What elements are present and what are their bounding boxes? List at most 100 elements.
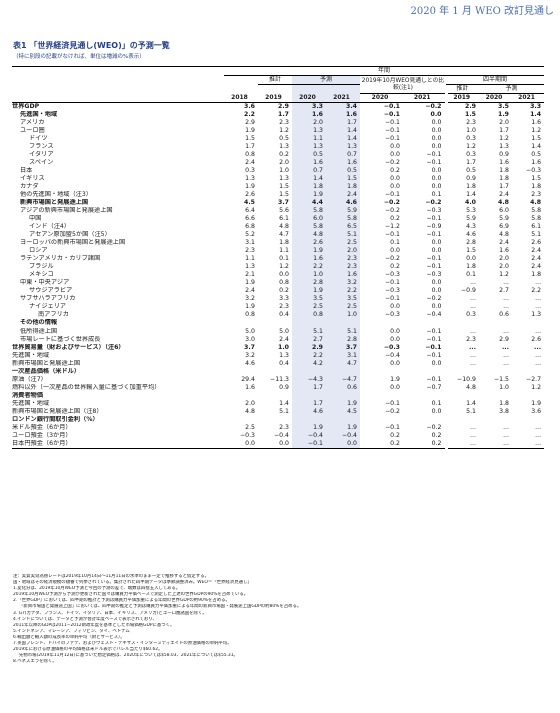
row-value: 0.2	[403, 439, 446, 449]
row-value	[292, 391, 326, 400]
table-subtitle: （特に別段の記載がなければ、単位は増減の%表示）	[13, 54, 145, 60]
row-label: 他の先進国・地域（注3）	[20, 191, 92, 199]
row-value: 1.6	[326, 271, 360, 280]
row-value: 1.4	[292, 175, 326, 184]
row-value: 6.8	[245, 223, 255, 231]
table-row: 先進国・地域 2.0 1.4 1.7 1.9 −0.1 0.1 1.4 1.8 1.9	[12, 399, 544, 408]
row-value: 0.5	[444, 167, 479, 176]
row-value: 3.2	[326, 279, 360, 288]
row-value: 0.6	[499, 311, 509, 319]
note-line: 2019年における原油価格の平均価格は米ドル表示でバレル当たり$60.62。	[13, 647, 163, 653]
row-value: 1.7	[245, 143, 255, 151]
row-value: 1.1	[279, 247, 289, 255]
row-value: 2.4	[531, 255, 542, 263]
row-value: ...	[503, 431, 509, 439]
row-label: 世界GDP	[12, 103, 40, 111]
row-value: 1.8	[292, 183, 326, 192]
table-row: 米ドル預金（6か月） 2.5 2.3 1.9 1.9 −0.1 −0.2.........	[12, 423, 544, 432]
row-label: イギリス	[20, 175, 45, 183]
row-value: 0.0	[431, 175, 442, 183]
row-value	[444, 319, 479, 328]
row-value: 1.5	[326, 175, 360, 184]
table-row: フランス 1.7 1.3 1.3 1.3 0.0 0.0 1.2 1.3 1.4	[12, 143, 544, 152]
row-value: 4.5	[244, 199, 255, 207]
row-value: 1.5	[531, 175, 542, 183]
row-value	[224, 368, 258, 376]
header-diff-oct2019: 2019年10月WEO見通しとの比較(注1)	[360, 75, 446, 95]
row-value: 1.7	[444, 159, 479, 168]
row-value	[403, 416, 446, 424]
row-value: 4.6	[245, 359, 255, 367]
table-row: 低所得途上国 5.0 5.0 5.1 5.1 0.0 −0.1.........	[12, 327, 544, 336]
row-value: 0.0	[390, 183, 400, 191]
row-value: 1.9	[245, 127, 255, 135]
row-label: 新興市場国と発展途上国	[20, 199, 89, 207]
note-line: 国・地域はその経済規模の順番で列挙されている。集計された四半期データは季節調整済…	[13, 580, 252, 586]
row-value: 1.9	[292, 287, 326, 296]
table-row: ユーロ圏 1.9 1.2 1.3 1.4 −0.1 0.0 1.0 1.7 1.2	[12, 127, 544, 136]
row-value: −1.5	[493, 375, 509, 383]
row-value: ...	[503, 303, 509, 311]
row-value: ...	[444, 423, 479, 432]
note-line: 注：実質実効為替レートは2019年10月14日〜11月11日の水準のまま一定で推…	[13, 574, 209, 579]
row-value: 1.9	[292, 191, 326, 200]
row-value: 4.8	[499, 231, 509, 239]
row-value	[360, 319, 403, 327]
row-value: 1.3	[292, 127, 326, 136]
row-value: 2.4	[531, 263, 542, 271]
row-value: 3.5	[292, 295, 326, 304]
row-value: −0.3	[384, 311, 400, 319]
row-value: 2.3	[444, 119, 479, 128]
row-value: 1.6	[292, 111, 326, 120]
row-value: ...	[535, 303, 542, 311]
row-value: 1.2	[531, 383, 542, 391]
row-value: −0.1	[292, 439, 326, 449]
row-value: −0.4	[426, 311, 442, 319]
row-value	[292, 415, 326, 424]
row-value: 3.3	[530, 103, 542, 111]
row-value: 1.2	[499, 271, 509, 279]
row-value: −0.2	[384, 407, 400, 415]
row-value: 0.0	[390, 175, 400, 183]
row-value: 6.9	[499, 223, 509, 231]
row-value: 1.9	[498, 111, 509, 119]
row-label: 世界貿易量（財およびサービス）（注6）	[12, 343, 125, 351]
table-row: ロシア 2.3 1.1 1.9 2.0 0.0 0.0 1.5 1.6 2.4	[12, 247, 544, 256]
row-value: 2.4	[326, 191, 360, 200]
row-value: 0.2	[390, 167, 400, 175]
row-label: 先進国・地域	[12, 399, 50, 407]
row-label: 一次産品価格（米ドル）	[12, 367, 81, 375]
row-value	[512, 319, 544, 327]
row-value: 1.7	[292, 399, 326, 408]
row-value: 1.6	[499, 159, 509, 167]
row-value: 1.4	[531, 143, 542, 151]
row-value: 4.8	[279, 223, 289, 231]
row-value: 0.1	[431, 399, 442, 407]
row-value: −0.9	[426, 223, 442, 231]
row-value: 0.0	[431, 359, 442, 367]
row-value: 0.2	[390, 263, 400, 271]
row-value: 5.1	[326, 327, 360, 336]
row-value: −0.4	[326, 431, 360, 440]
row-value: 1.8	[444, 263, 479, 272]
row-value: 0.7	[292, 167, 326, 176]
row-value: −0.3	[426, 271, 442, 279]
table-row: 新興市場国と発展途上国 4.6 0.4 4.2 4.7 0.0 0.0.........	[12, 359, 544, 368]
row-value: 3.7	[244, 343, 255, 351]
table-row: 新興市場国と発展途上国 4.5 3.7 4.4 4.6 −0.2 −0.2 4.0 4.8 4.8	[12, 199, 544, 208]
table-row: 先進国・地域 2.2 1.7 1.6 1.6 −0.1 0.0 1.5 1.9 1.4	[12, 111, 544, 120]
row-value: 2.4	[531, 247, 542, 255]
row-value: 4.6	[326, 199, 360, 208]
row-value: 2.4	[245, 159, 255, 167]
row-value: ...	[503, 359, 509, 367]
row-value: −0.1	[384, 119, 400, 127]
row-value: 2.0	[279, 159, 289, 167]
row-value: −0.2	[384, 255, 400, 263]
row-value: 0.2	[360, 439, 403, 449]
row-value: 4.8	[245, 407, 255, 415]
row-value: 1.9	[245, 183, 255, 191]
row-value: ...	[444, 343, 479, 352]
row-value: −10.9	[444, 375, 479, 384]
row-value: −0.1	[384, 399, 400, 407]
row-value: 0.0	[279, 271, 289, 279]
